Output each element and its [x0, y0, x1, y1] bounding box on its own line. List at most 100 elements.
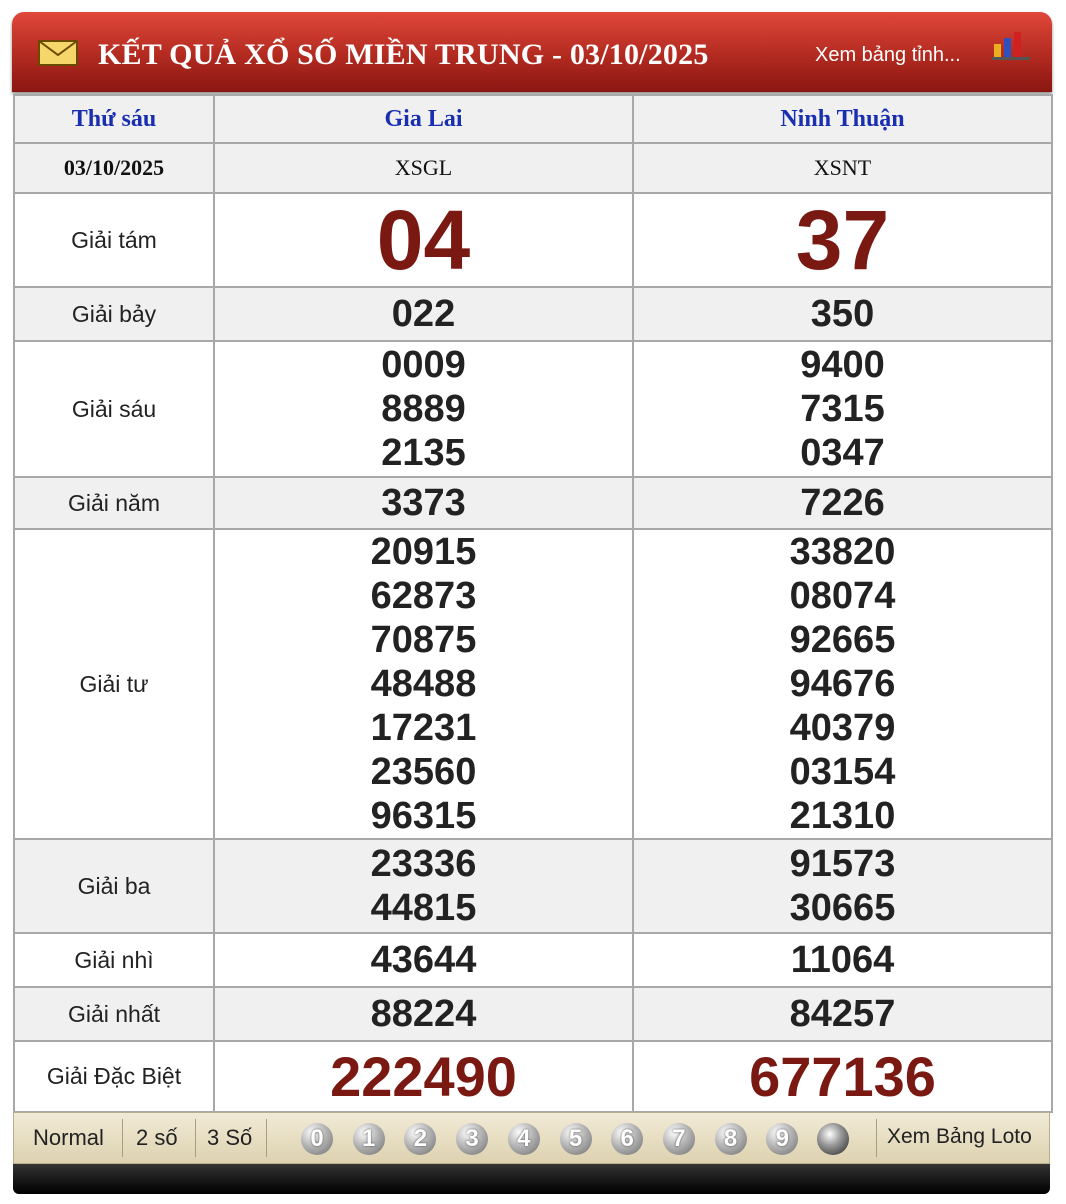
prize-cell: 84257 [632, 986, 1053, 1042]
province-name[interactable]: Gia Lai [213, 94, 634, 144]
prize-cell: 7226 [632, 476, 1053, 530]
prize-number: 8889 [381, 388, 466, 430]
results-table: Thứ sáu Gia Lai Ninh Thuận 03/10/2025 XSGL XS… [13, 94, 1053, 1113]
prize-row: Giải Đặc Biệt 222490 677136 [13, 1040, 1053, 1113]
header-row: Thứ sáu Gia Lai Ninh Thuận [13, 94, 1053, 144]
separator [876, 1119, 877, 1157]
prize-label: Giải năm [13, 476, 215, 530]
prize-number: 23560 [370, 751, 477, 793]
digit-ball[interactable]: 3 [456, 1123, 489, 1155]
prize-cell: 022 [213, 286, 634, 342]
prize-cell: 9400 7315 0347 [632, 340, 1053, 478]
prize-row: Giải tư 20915 62873 70875 48488 17231 23560 963… [13, 528, 1053, 840]
separator [122, 1119, 123, 1157]
prize-cell: 20915 62873 70875 48488 17231 23560 96315 [213, 528, 634, 840]
prize-cell: 222490 [213, 1040, 634, 1113]
province-name[interactable]: Ninh Thuận [632, 94, 1053, 144]
province-code: XSGL [213, 142, 634, 194]
prize-number: 022 [391, 293, 456, 335]
prize-label: Giải bảy [13, 286, 215, 342]
prize-number: 08074 [789, 575, 896, 617]
province-link[interactable]: Xem bảng tỉnh... [815, 44, 961, 66]
prize-number: 96315 [370, 795, 477, 837]
digit-ball[interactable]: 7 [662, 1123, 695, 1155]
prize-row: Giải bảy 022 350 [13, 286, 1053, 342]
prize-number: 21310 [789, 795, 896, 837]
footer-bar [13, 1164, 1050, 1194]
yin-yang[interactable] [817, 1123, 849, 1155]
mode-button[interactable]: 2 số [136, 1125, 178, 1150]
prize-cell: 04 [213, 192, 634, 288]
prize-row: Giải tám 04 37 [13, 192, 1053, 288]
prize-row: Giải năm 3373 7226 [13, 476, 1053, 530]
date: 03/10/2025 [13, 142, 215, 194]
digit-ball[interactable]: 5 [559, 1123, 592, 1155]
digit-ball[interactable]: 1 [352, 1123, 385, 1155]
prize-cell: 677136 [632, 1040, 1053, 1113]
mode-button[interactable]: Normal [33, 1125, 104, 1150]
prize-number: 0347 [800, 432, 885, 474]
prize-cell: 23336 44815 [213, 838, 634, 934]
prize-row: Giải nhì 43644 11064 [13, 932, 1053, 988]
prize-number: 91573 [789, 843, 896, 885]
prize-number: 62873 [370, 575, 477, 617]
prize-number: 30665 [789, 887, 896, 929]
header: KẾT QUẢ XỔ SỐ MIỀN TRUNG - 03/10/2025 Xe… [12, 12, 1052, 92]
prize-row: Giải nhất 88224 84257 [13, 986, 1053, 1042]
mail-icon [38, 40, 78, 66]
prize-number: 677136 [749, 1044, 936, 1108]
prize-number: 33820 [789, 531, 896, 573]
prize-cell: 0009 8889 2135 [213, 340, 634, 478]
prize-number: 2135 [381, 432, 466, 474]
prize-number: 92665 [789, 619, 896, 661]
prize-cell: 11064 [632, 932, 1053, 988]
prize-number: 37 [795, 193, 890, 287]
prize-number: 9400 [800, 344, 885, 386]
digit-ball[interactable]: 6 [611, 1123, 644, 1155]
prize-label: Giải sáu [13, 340, 215, 478]
digit-ball[interactable]: 9 [766, 1123, 799, 1155]
prize-number: 7315 [800, 388, 885, 430]
prize-number: 48488 [370, 663, 477, 705]
prize-number: 88224 [370, 993, 477, 1035]
prize-number: 23336 [370, 843, 477, 885]
prize-number: 222490 [330, 1044, 517, 1108]
prize-number: 0009 [381, 344, 466, 386]
mode-button[interactable]: 3 Số [207, 1125, 253, 1150]
digit-ball[interactable]: 0 [301, 1123, 333, 1155]
prize-number: 40379 [789, 707, 896, 749]
prize-number: 350 [810, 293, 875, 335]
prize-cell: 37 [632, 192, 1053, 288]
prize-label: Giải nhì [13, 932, 215, 988]
prize-number: 11064 [790, 939, 895, 981]
prize-label: Giải Đặc Biệt [13, 1040, 215, 1113]
date-row: 03/10/2025 XSGL XSNT [13, 142, 1053, 194]
prize-number: 94676 [789, 663, 896, 705]
prize-cell: 3373 [213, 476, 634, 530]
prize-number: 17231 [370, 707, 477, 749]
title: KẾT QUẢ XỔ SỐ MIỀN TRUNG - 03/10/2025 [98, 38, 709, 71]
prize-label: Giải nhất [13, 986, 215, 1042]
prize-cell: 350 [632, 286, 1053, 342]
digit-ball[interactable]: 4 [507, 1123, 540, 1155]
prize-cell: 43644 [213, 932, 634, 988]
prize-number: 03154 [789, 751, 896, 793]
prize-row: Giải sáu 0009 8889 2135 9400 7315 0347 [13, 340, 1053, 478]
day: Thứ sáu [13, 94, 215, 144]
chart-icon[interactable] [992, 30, 1032, 60]
loto-link[interactable]: Xem Bảng Loto [887, 1125, 1032, 1148]
digit-ball[interactable]: 2 [404, 1123, 437, 1155]
prize-number: 7226 [800, 482, 885, 524]
digit-ball[interactable]: 8 [714, 1123, 747, 1155]
prize-row: Giải ba 23336 44815 91573 30665 [13, 838, 1053, 934]
prize-number: 70875 [370, 619, 477, 661]
prize-number: 3373 [381, 482, 466, 524]
prize-cell: 33820 08074 92665 94676 40379 03154 21310 [632, 528, 1053, 840]
province-code: XSNT [632, 142, 1053, 194]
prize-cell: 88224 [213, 986, 634, 1042]
prize-number: 20915 [370, 531, 477, 573]
prize-number: 44815 [370, 887, 477, 929]
prize-cell: 91573 30665 [632, 838, 1053, 934]
prize-label: Giải ba [13, 838, 215, 934]
